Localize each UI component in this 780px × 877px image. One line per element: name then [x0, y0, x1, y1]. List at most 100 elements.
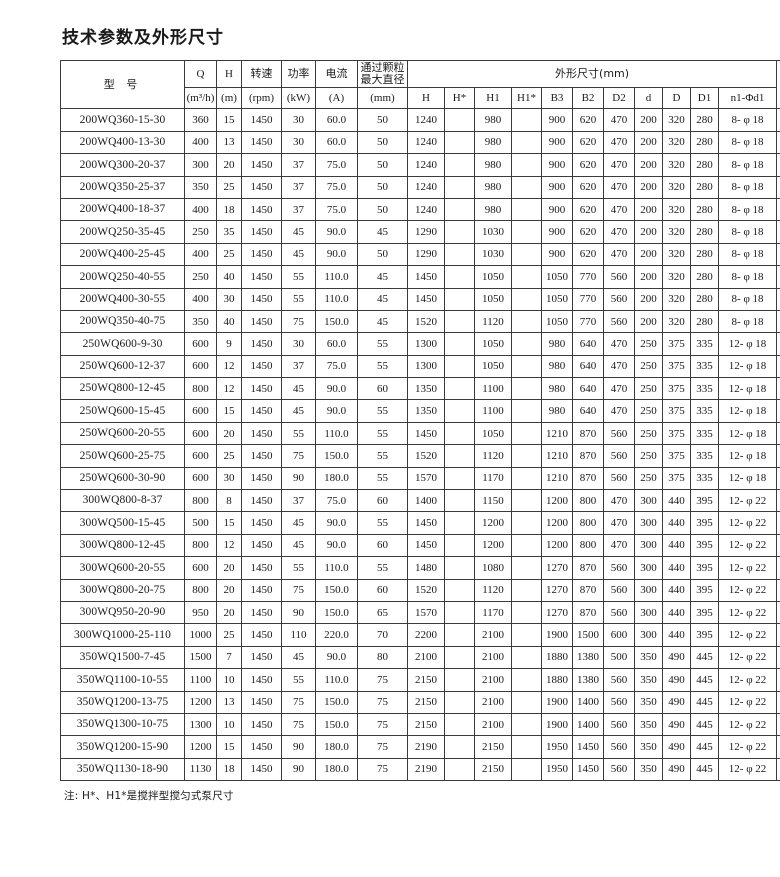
cell-value: 560	[603, 466, 635, 491]
cell-value: 55	[281, 556, 316, 580]
cell-model: 200WQ350-40-75	[60, 309, 185, 334]
cell-value: 490	[662, 712, 691, 737]
cell-value: 360	[184, 108, 217, 132]
cell-value: 1400	[407, 489, 445, 513]
cell-value: 8- φ 18	[717, 242, 778, 267]
cell-model: 350WQ1100-10-55	[60, 668, 185, 692]
cell-value: 90.0	[315, 220, 358, 244]
cell-value: 2100	[407, 645, 445, 670]
cell-value: 20	[216, 600, 242, 625]
cell-value: 1300	[407, 332, 445, 356]
cell-value	[444, 600, 475, 625]
cell-value: 45	[357, 265, 408, 289]
cell-value: 375	[662, 377, 691, 401]
cell-model: 350WQ1500-7-45	[60, 645, 185, 670]
cell-value: 280	[690, 108, 719, 132]
cell-value: 335	[690, 466, 719, 491]
cell-value: 620	[572, 175, 604, 199]
cell-value: 1450	[241, 466, 282, 491]
cell-value: 350	[634, 668, 663, 692]
cell-value: 250	[634, 466, 663, 491]
cell-value: 1880	[541, 645, 573, 670]
cell-value: 12- φ 18	[717, 399, 778, 423]
cell-value: 37	[281, 354, 316, 379]
column-header-dim-h1-star: H1*	[511, 87, 542, 110]
cell-value: 470	[603, 511, 635, 535]
cell-value: 45	[357, 287, 408, 311]
cell-value: 440	[662, 578, 691, 602]
cell-value: 55	[357, 444, 408, 468]
cell-value: 445	[690, 712, 719, 737]
cell-value: 1300	[184, 712, 217, 737]
cell-value: 250	[634, 421, 663, 446]
cell-value: 395	[690, 600, 719, 625]
cell-value: 250	[634, 377, 663, 401]
cell-value: 1450	[241, 668, 282, 692]
cell-value: 1200	[184, 690, 217, 714]
cell-value: 470	[603, 399, 635, 423]
cell-value: 2150	[474, 757, 512, 782]
cell-model: 250WQ600-20-55	[60, 421, 185, 446]
cell-value: 30	[281, 108, 316, 132]
cell-value: 1050	[474, 287, 512, 311]
cell-value: 12	[216, 533, 242, 558]
cell-value: 470	[603, 332, 635, 356]
cell-value: 1350	[407, 377, 445, 401]
cell-value: 620	[572, 108, 604, 132]
cell-value: 2150	[407, 668, 445, 692]
cell-value: 90.0	[315, 399, 358, 423]
cell-value: 90.0	[315, 533, 358, 558]
cell-value: 1900	[541, 623, 573, 647]
cell-value	[444, 354, 475, 379]
cell-value: 55	[357, 332, 408, 356]
cell-value: 1450	[241, 511, 282, 535]
cell-value: 320	[662, 108, 691, 132]
cell-value: 1450	[241, 578, 282, 602]
cell-value: 375	[662, 332, 691, 356]
cell-value: 1200	[776, 578, 780, 602]
cell-value: 1100	[184, 668, 217, 692]
cell-value: 15	[216, 511, 242, 535]
cell-value: 280	[690, 130, 719, 155]
cell-value: 560	[603, 287, 635, 311]
table-row: 300WQ600-20-55 600 20 1450 55 110.0 55 1480 1080…	[60, 556, 780, 580]
cell-value: 200	[634, 220, 663, 244]
cell-value: 1950	[541, 735, 573, 759]
cell-value: 560	[603, 690, 635, 714]
cell-value: 1480	[407, 556, 445, 580]
cell-value	[444, 197, 475, 222]
cell-value: 395	[690, 489, 719, 513]
cell-value	[444, 489, 475, 513]
cell-value: 15	[216, 735, 242, 759]
cell-value: 1290	[407, 242, 445, 267]
cell-value: 650	[776, 175, 780, 199]
cell-value	[444, 399, 475, 423]
cell-value: 980	[474, 175, 512, 199]
table-header: 型 号 Q H 转速 功率 电流 通过颗粒 最大直径 外形尺寸(mm) 重量 (…	[60, 60, 780, 110]
cell-value: 640	[572, 332, 604, 356]
cell-value: 1240	[407, 175, 445, 199]
cell-value: 1900	[541, 690, 573, 714]
cell-value: 12- φ 18	[717, 444, 778, 468]
cell-value: 180.0	[315, 757, 358, 782]
cell-value: 1450	[241, 399, 282, 423]
cell-value: 1270	[541, 600, 573, 625]
column-unit-q: (m³/h)	[184, 87, 217, 110]
cell-value: 220.0	[315, 623, 358, 647]
table-row: 250WQ600-15-45 600 15 1450 45 90.0 55 1350 1100 9…	[60, 399, 780, 423]
cell-value: 55	[281, 287, 316, 311]
cell-value: 280	[690, 265, 719, 289]
cell-value: 470	[603, 130, 635, 155]
cell-value: 80	[357, 645, 408, 670]
cell-model: 200WQ400-30-55	[60, 287, 185, 311]
cell-value: 8- φ 18	[717, 220, 778, 244]
cell-value: 375	[662, 466, 691, 491]
cell-value	[444, 578, 475, 602]
cell-value: 180.0	[315, 466, 358, 491]
cell-value: 900	[541, 153, 573, 177]
column-header-dim-h: H	[407, 87, 445, 110]
cell-value: 470	[603, 377, 635, 401]
cell-value: 1300	[776, 600, 780, 625]
cell-value: 1000	[776, 287, 780, 311]
cell-value: 200	[634, 309, 663, 334]
